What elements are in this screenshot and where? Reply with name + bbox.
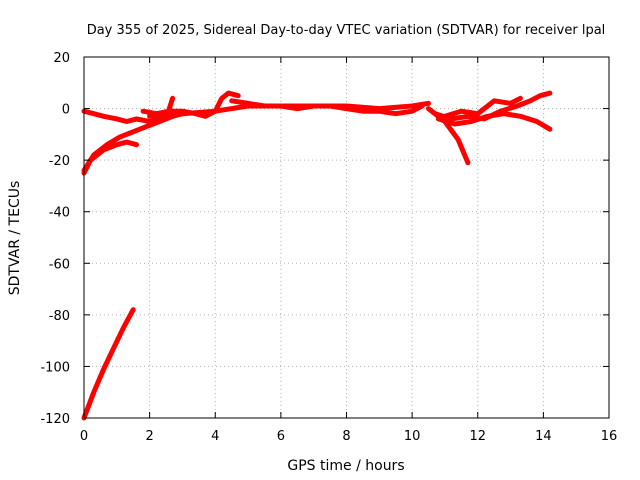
y-tick-label: -100 (40, 360, 70, 375)
series-line-6 (147, 100, 431, 119)
x-tick-label: 14 (535, 429, 552, 444)
y-tick-label: 0 (62, 103, 70, 118)
series-line-10 (435, 111, 553, 132)
series-line-9 (432, 90, 553, 122)
y-tick-label: -120 (40, 412, 70, 427)
x-tick-label: 8 (342, 429, 350, 444)
y-tick-label: -20 (49, 154, 70, 169)
y-tick-label: -80 (49, 309, 70, 324)
y-tick-label: -60 (49, 257, 70, 272)
series-line-4 (140, 90, 241, 119)
series-line-12 (81, 307, 136, 421)
x-tick-label: 4 (211, 429, 219, 444)
x-tick-label: 12 (469, 429, 486, 444)
x-tick-label: 10 (404, 429, 421, 444)
series-line-11 (442, 95, 523, 119)
x-axis-label: GPS time / hours (287, 458, 404, 474)
x-tick-label: 0 (80, 429, 88, 444)
chart-title: Day 355 of 2025, Sidereal Day-to-day VTE… (87, 23, 606, 38)
y-axis-label: SDTVAR / TECUs (7, 181, 23, 296)
y-tick-label: -40 (49, 206, 70, 221)
series-line-7 (229, 98, 425, 117)
series-layer (81, 90, 553, 421)
series-line-1 (81, 108, 166, 124)
x-tick-label: 16 (601, 429, 618, 444)
x-tick-label: 6 (277, 429, 285, 444)
x-tick-label: 2 (145, 429, 153, 444)
ticks: 0 2 4 6 8 10 12 14 16 -120 -100 -80 -60 -40 -20 0 20 (40, 51, 617, 444)
y-tick-label: 20 (53, 51, 70, 66)
